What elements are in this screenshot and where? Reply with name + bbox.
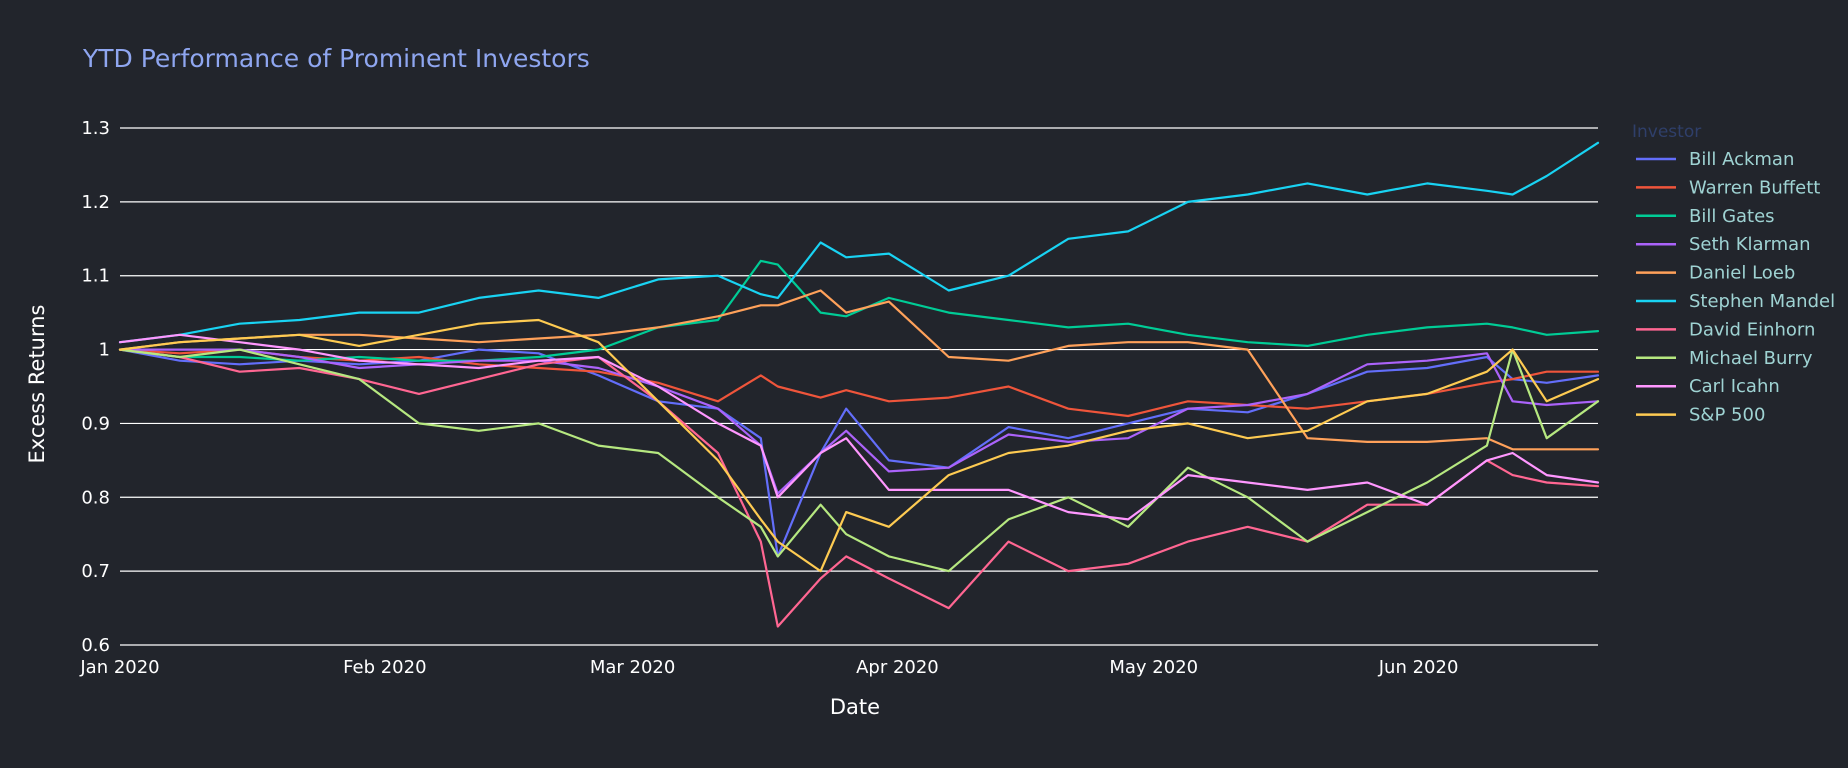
series-line-4 (118, 289, 1600, 451)
legend-label[interactable]: Michael Burry (1689, 348, 1813, 369)
grid-lines (120, 127, 1598, 646)
y-tick-label: 0.6 (81, 635, 110, 656)
series-line-0 (118, 348, 1600, 558)
legend-label[interactable]: S&P 500 (1689, 405, 1765, 426)
x-tick-label: Mar 2020 (590, 657, 676, 678)
y-tick-label: 1.3 (81, 118, 110, 139)
x-tick-label: Jan 2020 (79, 657, 159, 678)
series-line-2 (118, 259, 1600, 362)
y-axis-title: Excess Returns (25, 305, 49, 464)
x-tick-label: May 2020 (1109, 657, 1198, 678)
legend: Investor Bill Ackman Warren Buffett Bill G… (1632, 122, 1835, 426)
legend-label[interactable]: David Einhorn (1689, 319, 1815, 340)
chart-title: YTD Performance of Prominent Investors (82, 44, 590, 73)
y-tick-label: 0.8 (81, 487, 110, 508)
y-tick-label: 1.2 (81, 192, 110, 213)
x-tick-label: Jun 2020 (1378, 657, 1459, 678)
series-line-8 (118, 333, 1600, 521)
series-line-6 (118, 348, 1600, 628)
legend-label[interactable]: Warren Buffett (1689, 177, 1820, 198)
legend-label[interactable]: Bill Gates (1689, 206, 1775, 227)
y-tick-label: 0.7 (81, 561, 110, 582)
series-line-5 (118, 141, 1600, 344)
y-axis-ticks: 0.6 0.7 0.8 0.9 1 1.1 1.2 1.3 (81, 118, 110, 656)
legend-title: Investor (1632, 122, 1701, 142)
y-tick-label: 1 (99, 340, 110, 361)
series-line-7 (118, 348, 1600, 573)
x-axis-ticks: Jan 2020 Feb 2020 Mar 2020 Apr 2020 May 2020… (79, 657, 1458, 678)
legend-label[interactable]: Bill Ackman (1689, 149, 1794, 170)
y-tick-label: 0.9 (81, 413, 110, 434)
x-tick-label: Apr 2020 (856, 657, 939, 678)
x-axis-title: Date (830, 695, 880, 719)
series-line-3 (118, 348, 1600, 495)
y-tick-label: 1.1 (81, 266, 110, 287)
legend-label[interactable]: Daniel Loeb (1689, 263, 1795, 284)
legend-label[interactable]: Seth Klarman (1689, 234, 1811, 255)
legend-label[interactable]: Carl Icahn (1689, 376, 1780, 397)
series-lines (118, 141, 1600, 628)
series-line-9 (118, 318, 1600, 573)
legend-label[interactable]: Stephen Mandel (1689, 291, 1835, 312)
series-line-1 (118, 348, 1600, 418)
x-tick-label: Feb 2020 (343, 657, 426, 678)
